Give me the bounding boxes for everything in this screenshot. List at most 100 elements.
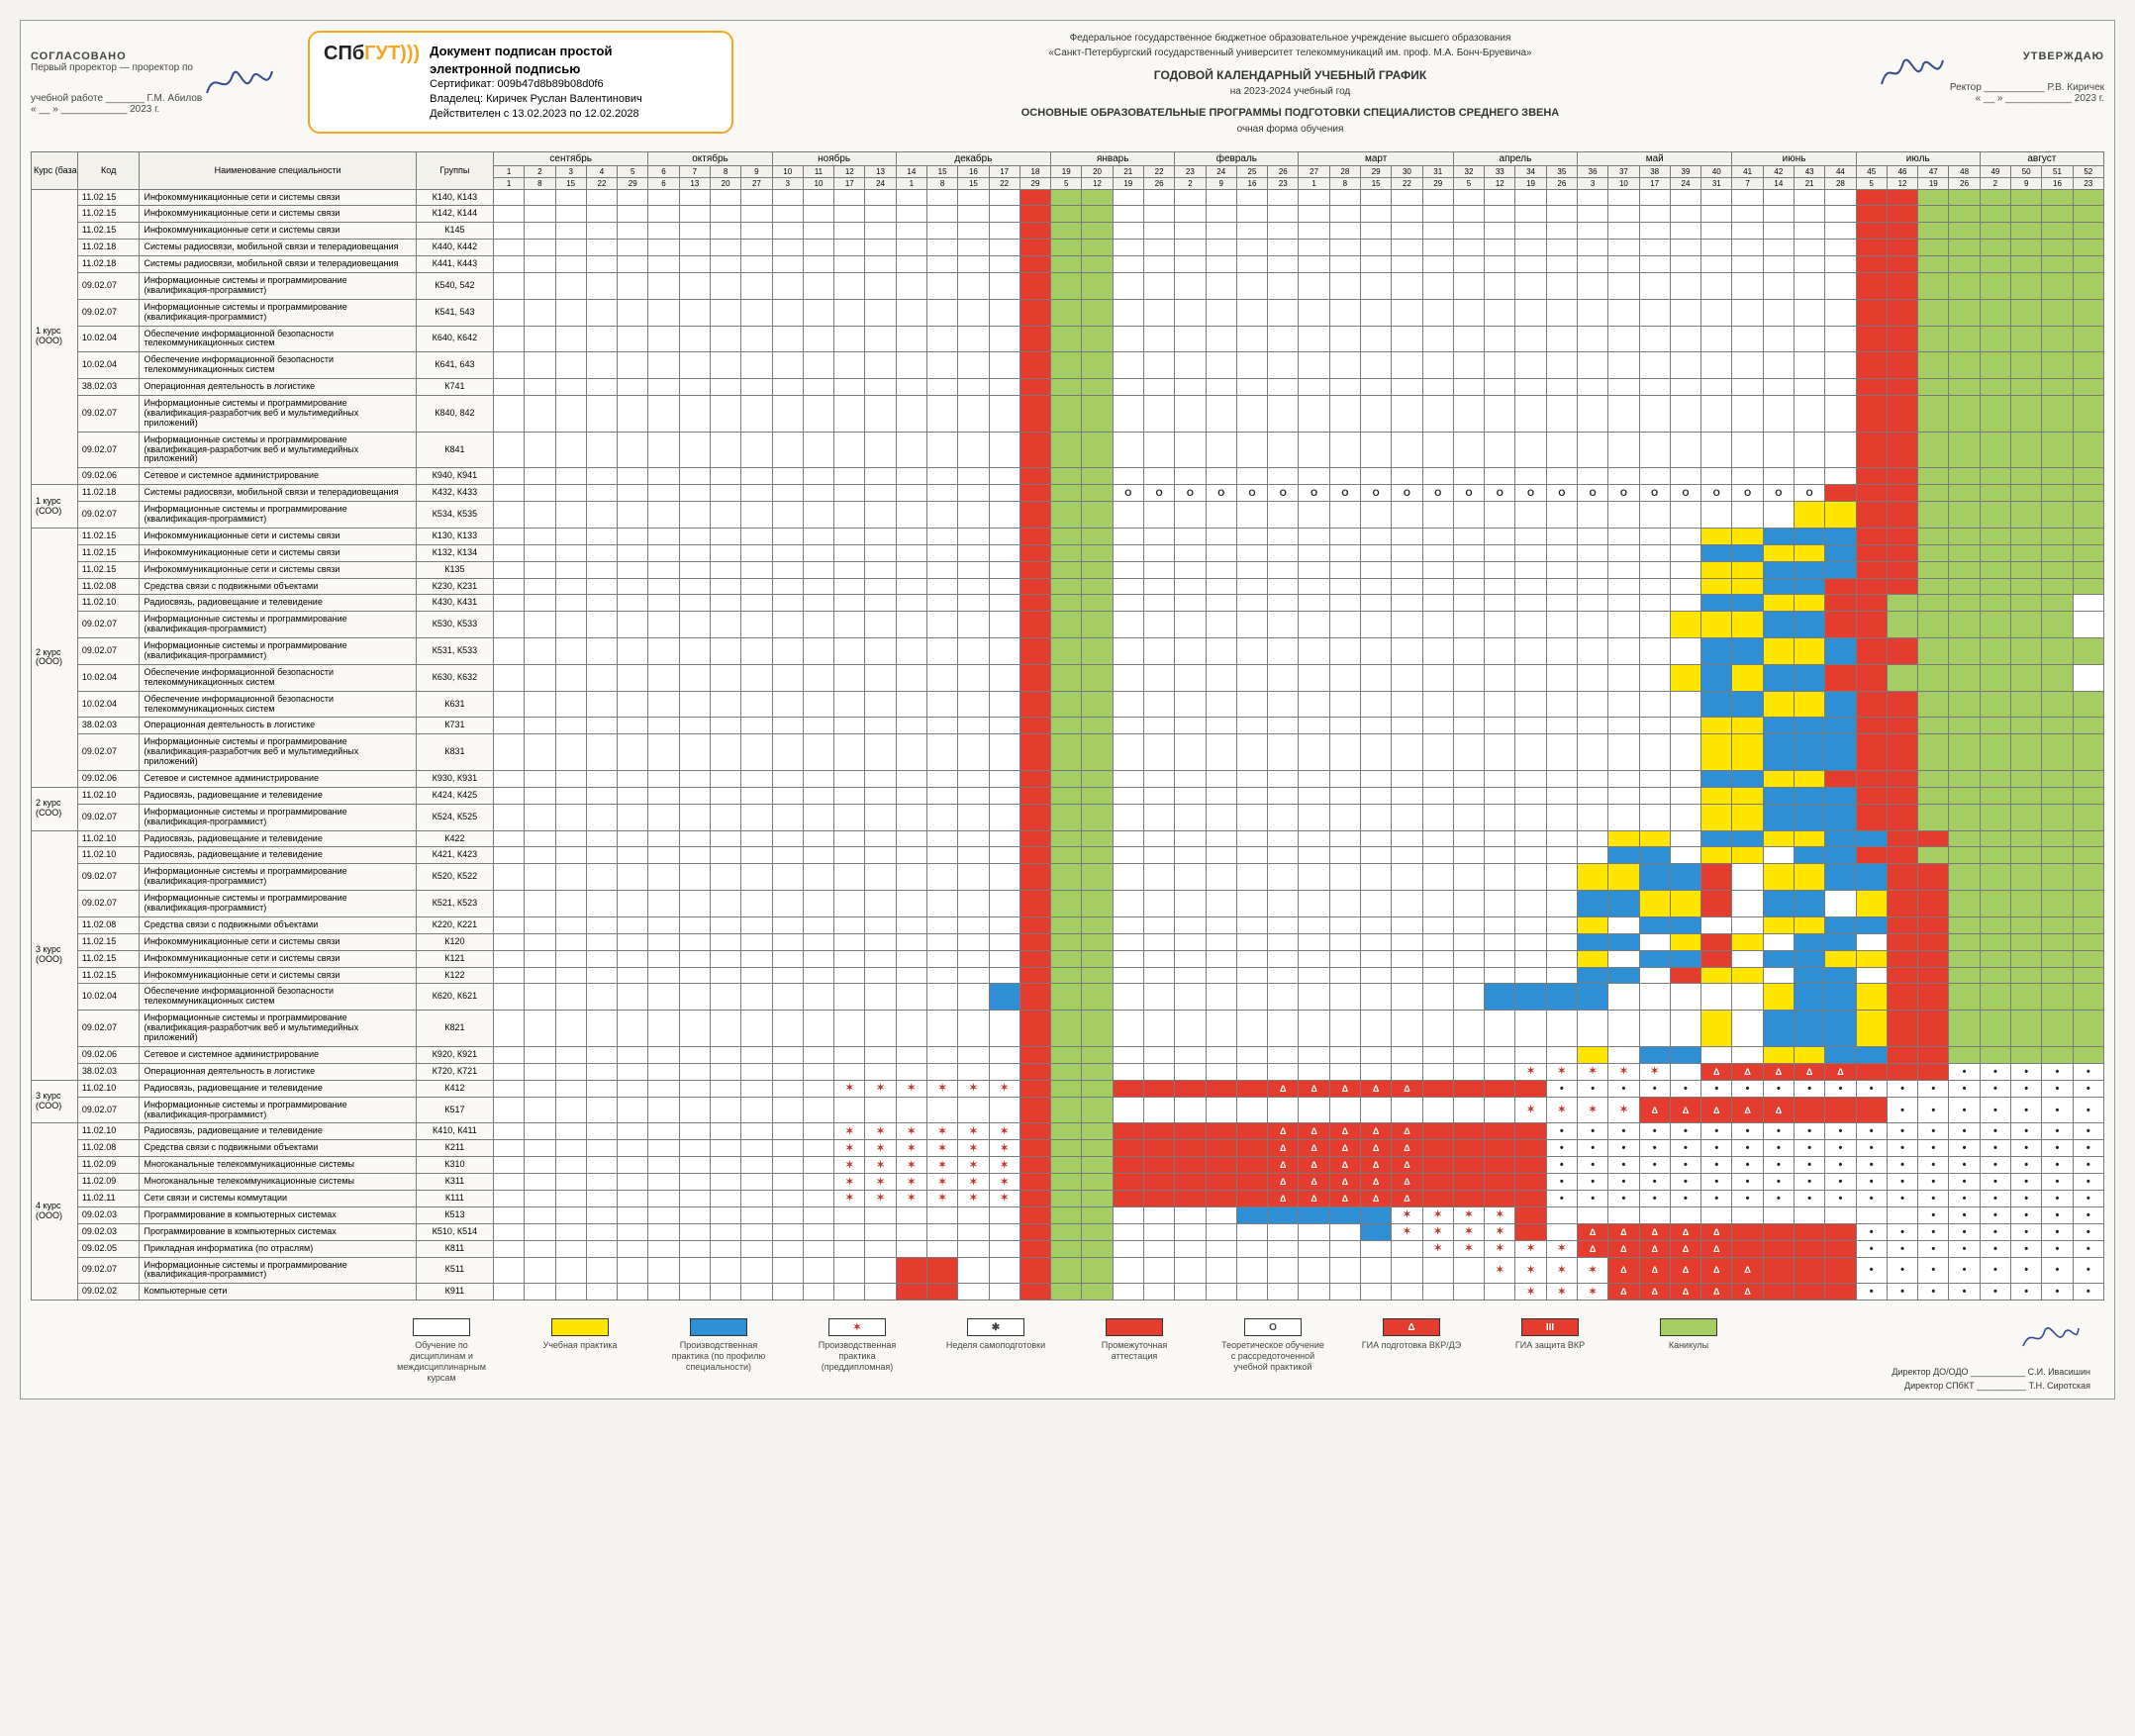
code-cell: 09.02.06 [77,468,140,485]
hdr-group: Группы [416,151,493,189]
week-cell [1299,984,1329,1011]
week-cell [741,718,772,734]
week-cell [2042,638,2073,665]
week-cell [1763,1011,1794,1047]
week-cell [1515,847,1546,864]
right-approve-block: УТВЕРЖДАЮ Ректор ___________ Р.В. Кириче… [1847,31,2104,104]
week-cell [1113,891,1143,917]
week-cell: • [1546,1080,1577,1097]
week-hdr: 1 [493,165,524,177]
week-cell [1701,299,1732,326]
week-cell [1329,771,1360,788]
week-cell [2042,352,2073,379]
group-cell: К811 [416,1240,493,1257]
week-cell [1329,206,1360,223]
week-cell [555,718,586,734]
week-cell: ✶ [1453,1206,1484,1223]
week-cell [1051,933,1082,950]
week-cell [1268,352,1299,379]
week-cell [926,1240,957,1257]
week-cell [648,432,679,468]
week-cell [926,595,957,612]
week-cell [586,595,617,612]
week-cell [1732,1046,1763,1063]
week-cell: Δ [1670,1223,1700,1240]
kurs-cell: 1 курс(ООО) [32,189,78,485]
week-cell [679,967,710,984]
week-cell [772,864,803,891]
table-row: 10.02.04Обеспечение информационной безоп… [32,691,2104,718]
code-cell: 09.02.07 [77,804,140,830]
week-cell [1175,352,1206,379]
week-cell [772,847,803,864]
week-cell [1019,864,1050,891]
week-cell [1019,984,1050,1011]
week-cell [1949,256,1980,273]
week-cell [1949,734,1980,771]
week-cell [679,528,710,544]
week-hdr: 45 [1856,165,1887,177]
week-cell [586,771,617,788]
week-cell [1019,485,1050,502]
week-cell: • [1918,1157,1949,1174]
week-cell [834,1046,865,1063]
week-cell [1143,189,1174,206]
signature-icon [2021,1332,2090,1360]
legend-swatch [1660,1318,1717,1336]
week-cell: • [1795,1157,1825,1174]
week-cell [1329,299,1360,326]
week-cell [1515,891,1546,917]
week-cell [926,916,957,933]
week-hdr: 18 [1019,165,1050,177]
week-cell [2011,718,2042,734]
week-cell [1299,1284,1329,1301]
table-row: 1 курс(СОО)11.02.18Системы радиосвязи, м… [32,485,2104,502]
week-cell [1175,256,1206,273]
week-cell [1515,734,1546,771]
week-cell [1143,1240,1174,1257]
week-cell [1825,379,1856,396]
week-cell [865,206,896,223]
week-cell [1361,544,1392,561]
week-cell [1175,1257,1206,1284]
week-cell [1392,984,1422,1011]
week-cell [2042,485,2073,502]
week-cell [1485,352,1515,379]
week-cell [1918,578,1949,595]
table-row: 2 курс(СОО)11.02.10Радиосвязь, радиовеща… [32,787,2104,804]
date-hdr: 17 [1639,177,1670,189]
week-cell [1113,771,1143,788]
week-cell [555,830,586,847]
week-cell [958,206,989,223]
week-cell [2011,967,2042,984]
week-cell [1763,691,1794,718]
table-row: 09.02.02Компьютерные сетиК911✶✶✶ΔΔΔΔΔ•••… [32,1284,2104,1301]
week-cell [1546,984,1577,1011]
week-cell [555,787,586,804]
week-cell [1763,638,1794,665]
week-cell [555,595,586,612]
week-cell [679,787,710,804]
code-cell: 11.02.11 [77,1190,140,1206]
week-cell [493,223,524,240]
week-cell [1485,950,1515,967]
week-cell [989,223,1019,240]
week-cell [525,967,555,984]
week-cell [865,1206,896,1223]
week-cell [2042,578,2073,595]
week-cell [1143,916,1174,933]
week-cell [1453,1174,1484,1191]
week-cell [2073,967,2103,984]
week-cell [896,256,926,273]
week-cell [555,1223,586,1240]
week-cell [1639,352,1670,379]
week-cell [1639,1046,1670,1063]
week-cell [2073,352,2103,379]
week-cell [1329,804,1360,830]
week-cell [555,847,586,864]
week-cell [710,787,740,804]
week-cell [1206,1123,1236,1140]
week-cell [679,664,710,691]
week-cell [958,734,989,771]
week-cell [1825,432,1856,468]
